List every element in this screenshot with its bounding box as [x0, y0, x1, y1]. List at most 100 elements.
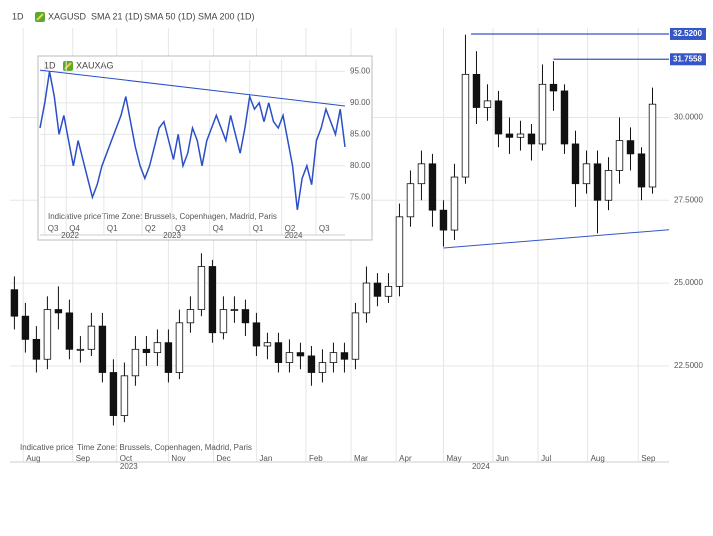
candle-body [538, 83, 547, 145]
x-tick-label: Aug [591, 454, 605, 463]
year-label: 2024 [472, 462, 490, 471]
candle-body [32, 338, 41, 360]
candle-body [307, 355, 316, 373]
y-tick-label: 85.00 [350, 129, 371, 138]
candle-body [274, 342, 283, 363]
year-label: 2023 [163, 231, 181, 240]
y-tick-label: 90.00 [350, 98, 371, 107]
candle-body [428, 163, 437, 211]
price-line [39, 71, 346, 210]
y-tick-label: 22.5000 [674, 361, 703, 370]
timeframe: 1D [44, 60, 56, 70]
candle-body [98, 325, 107, 373]
candle-body [351, 312, 360, 360]
level-tag [670, 27, 706, 40]
candle-body [120, 375, 129, 416]
x-tick-label: Jul [541, 454, 551, 463]
candle-body [175, 322, 184, 373]
candle-body [362, 282, 371, 314]
instrument: XAGUSD [48, 11, 87, 21]
candle-body [626, 140, 635, 155]
instrument-logo [63, 61, 73, 71]
y-tick-label: 30.0000 [674, 113, 703, 122]
x-tick-label: Q1 [107, 224, 118, 233]
candle-body [461, 73, 470, 178]
candle-body [219, 309, 228, 334]
candle-body [527, 133, 536, 145]
axes [40, 60, 345, 236]
x-tick-label: Oct [120, 454, 133, 463]
y-tick-label: 95.00 [350, 66, 371, 75]
x-tick-label: Q3 [319, 224, 330, 233]
x-tick-label: May [446, 454, 461, 463]
x-tick-label: Q3 [48, 224, 59, 233]
indicator: SMA 200 (1D) [198, 11, 255, 21]
candle-body [340, 352, 349, 360]
x-tick-label: Jun [496, 454, 509, 463]
level-label: 32.5200 [673, 29, 702, 38]
candle-body [494, 100, 503, 135]
year-label: 2022 [61, 231, 79, 240]
candle-body [43, 309, 52, 360]
level-label: 31.7558 [673, 54, 702, 63]
candle-body [164, 342, 173, 373]
candle-body [87, 325, 96, 350]
candle-body [604, 170, 613, 201]
candle-body [109, 372, 118, 416]
x-tick-label: Q2 [285, 224, 296, 233]
candle-body [472, 73, 481, 108]
candle-body [21, 315, 30, 340]
y-tick-label: 27.5000 [674, 195, 703, 204]
y-tick-label: 80.00 [350, 161, 371, 170]
x-tick-label: Q2 [145, 224, 156, 233]
candle-body [384, 285, 393, 297]
candle-body [560, 90, 569, 145]
footnote: Indicative price [48, 212, 102, 221]
candle-body [296, 352, 305, 357]
x-tick-label: Q1 [253, 224, 264, 233]
trend-line [39, 69, 346, 107]
trend-line [443, 229, 670, 249]
candle-body [516, 133, 525, 138]
candle-body [329, 352, 338, 363]
candle-body [76, 348, 85, 351]
candle-body [241, 309, 250, 324]
y-tick-label: 75.00 [350, 192, 371, 201]
x-tick-label: Sep [641, 454, 656, 463]
year-label: 2023 [120, 462, 138, 471]
candle-body [450, 176, 459, 231]
x-tick-label: Q3 [175, 224, 186, 233]
instrument-logo [35, 12, 45, 22]
candle-body [637, 153, 646, 188]
footnote: Indicative price [20, 443, 74, 452]
x-tick-label: Apr [399, 454, 412, 463]
candle-body [571, 143, 580, 185]
x-tick-label: Nov [171, 454, 185, 463]
candle-body [131, 348, 140, 377]
x-tick-label: Mar [354, 454, 368, 463]
candle-body [54, 309, 63, 314]
candle-body [615, 140, 624, 171]
candle-body [197, 266, 206, 310]
candle-body [142, 348, 151, 354]
level-tag [670, 53, 706, 66]
candle-body [648, 103, 657, 188]
candle-body [230, 309, 239, 311]
candle-body [395, 216, 404, 287]
instrument: XAUXAG [76, 60, 114, 70]
x-tick-label: Q4 [213, 224, 224, 233]
timezone: Time Zone: Brussels, Copenhagen, Madrid,… [77, 443, 252, 452]
candle-body [65, 312, 74, 350]
x-tick-label: Q4 [69, 224, 80, 233]
candle-body [406, 183, 415, 218]
candle-body [10, 289, 19, 317]
candle-body [263, 342, 272, 347]
indicator: SMA 50 (1D) [144, 11, 196, 21]
candle-body [417, 163, 426, 185]
timeframe: 1D [12, 11, 24, 21]
candle-body [582, 163, 591, 185]
candle-body [373, 282, 382, 297]
y-tick-label: 25.0000 [674, 278, 703, 287]
x-tick-label: Feb [309, 454, 323, 463]
